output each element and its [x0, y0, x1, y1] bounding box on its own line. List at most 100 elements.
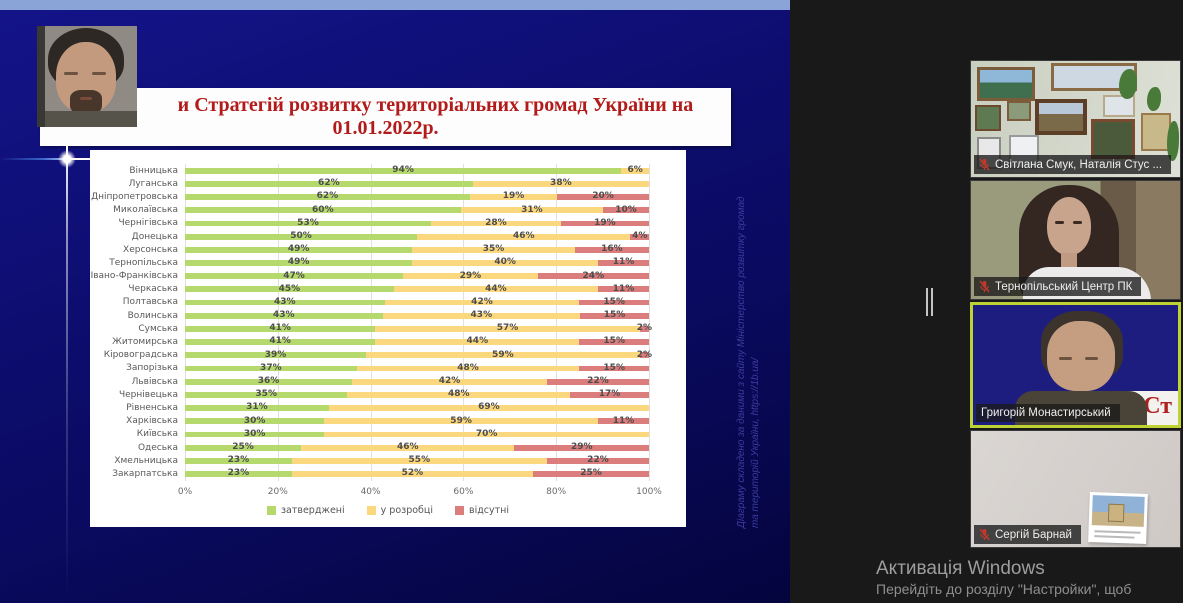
pointer-cross-glow	[58, 150, 76, 168]
value-label: 2%	[636, 323, 652, 334]
legend-item: затверджені	[266, 505, 345, 516]
chart-row: Тернопільська 49% 40% 11%	[90, 256, 686, 269]
region-label: Одеська	[137, 442, 178, 453]
stacked-bar: 35% 48% 17%	[185, 388, 649, 401]
bar-segment	[382, 312, 581, 319]
legend-swatch	[366, 506, 376, 515]
region-label: Чернігівська	[118, 218, 178, 229]
stacked-bar: 53% 28% 19%	[185, 217, 649, 230]
value-label: 30%	[243, 428, 266, 439]
region-label: Луганська	[128, 178, 178, 189]
value-label: 19%	[502, 191, 525, 202]
bar-segment	[384, 299, 580, 306]
bar-segment	[352, 378, 547, 385]
bar-segment	[574, 246, 649, 253]
value-label: 59%	[492, 349, 514, 360]
bar-segment	[472, 180, 649, 187]
stacked-bar: 37% 48% 15%	[185, 362, 649, 375]
region-label: Запорізька	[126, 363, 178, 374]
plant-leaves	[1167, 121, 1179, 161]
windows-activation-watermark: Активація Windows Перейдіть до розділу "…	[876, 558, 1131, 598]
value-label: 15%	[603, 362, 625, 373]
stacked-bar: 43% 43% 15%	[185, 309, 649, 322]
value-label: 35%	[482, 244, 505, 255]
chart-row: Кіровоградська 39% 59% 2%	[90, 349, 686, 362]
value-label: 69%	[478, 402, 500, 413]
value-label: 42%	[438, 376, 461, 386]
value-label: 22%	[587, 376, 609, 386]
bar-segment	[185, 326, 376, 332]
chart-row: Житомирська 41% 44% 15%	[90, 335, 686, 348]
region-label: Івано-Франківська	[90, 271, 178, 282]
chart-row: Полтавська 43% 42% 15%	[90, 296, 686, 309]
value-label: 62%	[318, 178, 340, 189]
watermark-subtitle: Перейдіть до розділу "Настройки", щоб	[876, 581, 1132, 597]
region-label: Донецька	[131, 231, 178, 242]
chart-row: Хмельницька 23% 55% 22%	[90, 454, 686, 467]
bar-segment	[412, 260, 598, 266]
value-label: 37%	[260, 362, 282, 373]
value-label: 31%	[521, 204, 543, 215]
bar-segment	[324, 418, 598, 425]
value-label: 15%	[603, 336, 625, 347]
value-label: 15%	[603, 310, 626, 321]
participant-name-tag: Сергій Барнай	[974, 525, 1081, 544]
legend-label: відсутні	[469, 505, 510, 516]
region-label: Волинська	[127, 310, 178, 321]
region-label: Київська	[136, 429, 178, 440]
value-label: 41%	[269, 323, 291, 334]
painting-frame	[975, 105, 1001, 131]
source-note: Діаграму складено за даними з сайту Міні…	[733, 148, 763, 528]
value-label: 43%	[470, 310, 493, 321]
bar-segment	[185, 299, 385, 306]
value-label: 46%	[396, 441, 419, 452]
region-label: Херсонська	[123, 244, 178, 255]
legend-label: затверджені	[280, 505, 345, 516]
value-label: 44%	[466, 336, 489, 347]
participant-tile[interactable]: Тернопільський Центр ПК	[970, 180, 1181, 300]
x-axis: 0% 20% 40% 60% 80% 100%	[178, 487, 662, 499]
value-label: 39%	[264, 349, 287, 360]
bar-segment	[185, 352, 366, 359]
participant-tile[interactable]: Світлана Смук, Наталія Стус ...	[970, 60, 1181, 178]
calendar-line	[1094, 535, 1135, 539]
muted-mic-icon	[979, 528, 990, 541]
participant-face	[1047, 321, 1115, 391]
value-label: 49%	[287, 257, 310, 268]
region-label: Рівненська	[126, 402, 178, 413]
value-label: 11%	[612, 283, 635, 294]
value-label: 2%	[636, 349, 652, 360]
bar-segment	[460, 207, 604, 214]
participant-tile[interactable]: Сергій Барнай	[970, 430, 1181, 548]
bar-segment	[597, 286, 649, 293]
region-label: Житомирська	[112, 337, 178, 348]
slide-title-banner: и Стратегій розвитку територіальних гром…	[40, 88, 731, 146]
bar-segment	[597, 418, 649, 425]
legend-item: відсутні	[455, 505, 509, 516]
painting-frame	[1103, 95, 1135, 117]
value-label: 48%	[447, 389, 470, 400]
region-label: Дніпропетровська	[91, 191, 178, 202]
stacked-bar: 23% 55% 22%	[185, 454, 649, 467]
stacked-bar: 43% 42% 15%	[185, 296, 649, 309]
region-label: Чернівецька	[118, 389, 178, 400]
bar-segment	[185, 444, 301, 451]
participant-tile-active-speaker[interactable]: и Ст Григорій Монастирський	[970, 302, 1181, 428]
x-tick-label: 60%	[453, 487, 474, 497]
bar-segment	[185, 378, 353, 385]
calendar-building	[1107, 503, 1125, 523]
value-label: 24%	[582, 270, 605, 281]
value-label: 50%	[290, 230, 312, 241]
bar-segment	[546, 378, 649, 385]
stacked-bar: 41% 44% 15%	[185, 335, 649, 348]
value-label: 23%	[227, 468, 250, 479]
panel-collapse-handle[interactable]	[926, 288, 933, 316]
bar-segment	[347, 391, 571, 398]
region-label: Львівська	[131, 376, 178, 387]
slide-top-strip	[0, 0, 790, 10]
bar-segment	[185, 207, 461, 214]
value-label: 47%	[283, 270, 305, 281]
bar-segment	[570, 391, 649, 398]
value-label: 62%	[316, 191, 339, 202]
